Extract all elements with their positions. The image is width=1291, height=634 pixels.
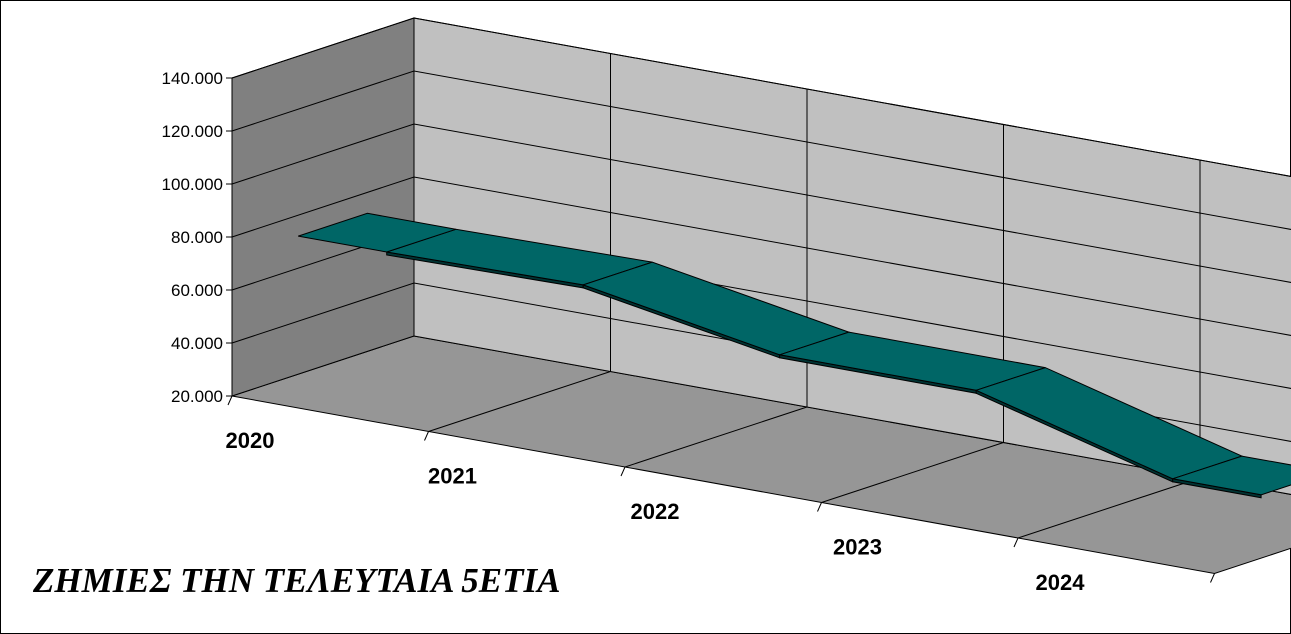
series-segment <box>1172 455 1291 496</box>
x-tick-mark <box>1013 537 1019 548</box>
x-tick-label: 2021 <box>428 464 477 489</box>
y-tick-label: 100.000 <box>162 175 223 194</box>
floor-gridline <box>428 371 611 432</box>
gridline <box>231 70 1291 230</box>
y-tick-label: 40.000 <box>171 334 223 353</box>
x-tick-mark <box>227 395 233 406</box>
floor-gridline <box>1017 477 1201 539</box>
gridline <box>231 17 1291 177</box>
y-tick-label: 120.000 <box>162 122 223 141</box>
y-tick-label: 140.000 <box>162 69 223 88</box>
x-axis-ticks: 2020 2021 2022 2023 2024 <box>226 395 1215 595</box>
floor-gridline <box>624 406 808 468</box>
x-tick-mark <box>817 502 822 512</box>
y-axis-ticks: 20.000 40.000 60.000 80.000 100.000 120.000 14… <box>162 69 232 406</box>
x-tick-label: 2020 <box>226 428 275 453</box>
gridline <box>231 123 1291 283</box>
chart-title: ΖΗΜΙΕΣ ΤΗΝ ΤΕΛΕΥΤΑΙΑ 5ΕΤΙΑ <box>32 561 560 600</box>
x-tick-label: 2024 <box>1036 570 1086 595</box>
x-tick-mark <box>1210 573 1215 583</box>
y-tick-label: 80.000 <box>171 228 223 247</box>
y-tick-label: 60.000 <box>171 281 223 300</box>
x-tick-label: 2022 <box>631 499 680 524</box>
gridline <box>231 176 1291 336</box>
series-segment <box>298 212 456 253</box>
y-tick-label: 20.000 <box>171 387 223 406</box>
x-tick-mark <box>424 431 429 441</box>
x-tick-label: 2023 <box>833 535 882 560</box>
x-tick-mark <box>620 466 626 477</box>
floor-gridline <box>821 442 1004 503</box>
series-ribbon <box>298 212 1291 499</box>
